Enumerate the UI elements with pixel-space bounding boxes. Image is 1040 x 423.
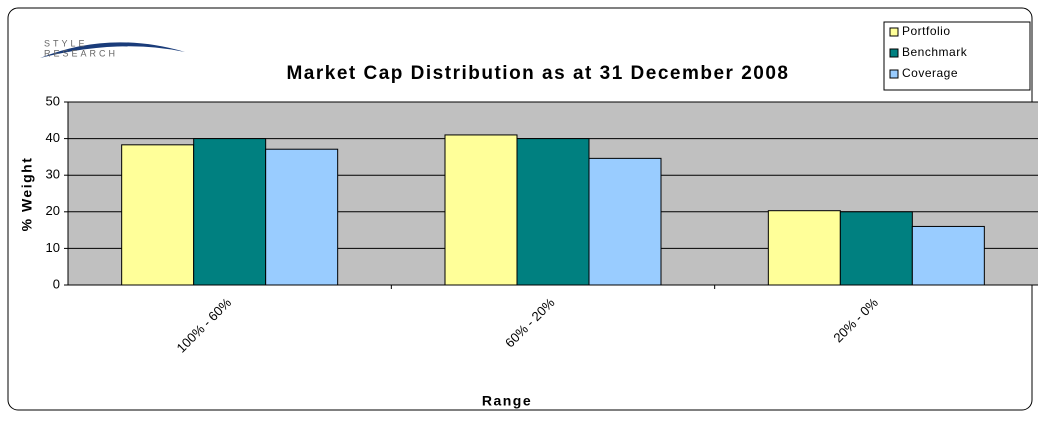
logo-text: STYLE bbox=[44, 38, 88, 48]
bar bbox=[265, 148, 339, 286]
chart-title: Market Cap Distribution as at 31 Decembe… bbox=[286, 63, 789, 84]
bar bbox=[839, 211, 913, 286]
y-tick-label: 50 bbox=[46, 93, 60, 108]
bar bbox=[444, 134, 518, 286]
legend-swatch bbox=[889, 48, 899, 58]
y-tick-label: 0 bbox=[53, 276, 60, 291]
y-tick-label: 40 bbox=[46, 130, 60, 145]
legend-swatch bbox=[889, 27, 899, 37]
bar bbox=[516, 138, 590, 286]
legend-label: Portfolio bbox=[902, 24, 951, 38]
x-axis-label: Range bbox=[482, 393, 532, 409]
y-tick-label: 30 bbox=[46, 167, 60, 182]
bar bbox=[193, 138, 267, 286]
bar bbox=[588, 157, 662, 286]
legend-label: Benchmark bbox=[902, 45, 968, 59]
y-axis-label: % Weight bbox=[19, 157, 35, 232]
y-tick-label: 20 bbox=[46, 203, 60, 218]
legend-box bbox=[883, 21, 1031, 91]
legend-swatch bbox=[889, 69, 899, 79]
y-tick-label: 10 bbox=[46, 240, 60, 255]
bar bbox=[911, 225, 985, 286]
bar bbox=[121, 144, 195, 286]
bar bbox=[767, 210, 841, 286]
logo-swoosh bbox=[40, 42, 185, 58]
logo-text: RESEARCH bbox=[44, 48, 118, 58]
legend-label: Coverage bbox=[902, 66, 958, 80]
